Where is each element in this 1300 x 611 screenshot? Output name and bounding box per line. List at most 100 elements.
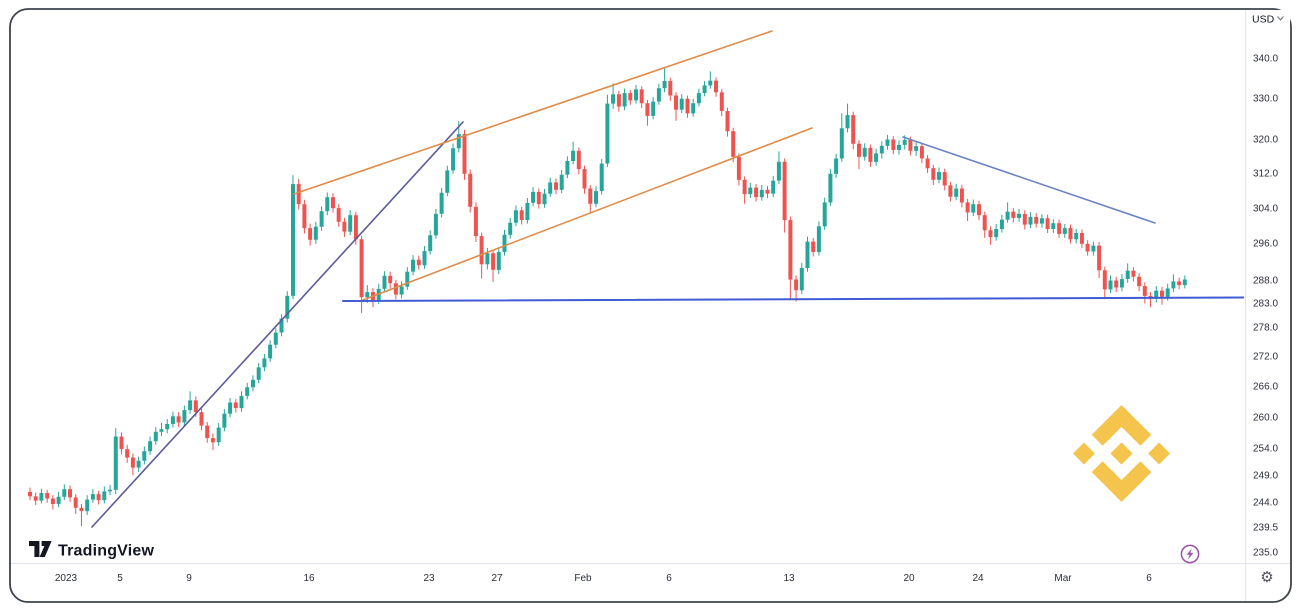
candle-up: [142, 451, 147, 461]
candle-up: [634, 89, 638, 101]
candle-up: [273, 332, 278, 345]
candle-up: [834, 158, 839, 174]
candle-down: [554, 182, 558, 190]
channel-lower-line[interactable]: [362, 127, 813, 301]
horizontal-support-line[interactable]: [342, 296, 1246, 302]
candle-up: [599, 163, 604, 192]
candle-up: [1028, 217, 1033, 225]
candle-up: [571, 150, 576, 161]
candle-down: [1034, 217, 1039, 224]
candle-up: [828, 173, 833, 203]
candle-up: [879, 145, 884, 154]
candle-down: [130, 457, 135, 468]
candle-up: [102, 491, 107, 501]
candle-up: [691, 103, 696, 114]
candle-down: [977, 204, 981, 216]
candle-up: [822, 202, 827, 227]
chevron-down-icon: [1277, 16, 1284, 21]
candle-up: [228, 402, 233, 414]
candle-up: [188, 400, 193, 411]
candle-down: [1131, 270, 1136, 277]
candle-up: [874, 153, 879, 162]
candle-down: [645, 103, 650, 116]
flash-trade-button[interactable]: [1180, 544, 1200, 564]
time-axis-label: 2023: [55, 573, 78, 584]
drawing-tools-layer: [91, 30, 1246, 528]
candle-up: [502, 234, 507, 252]
candle-down: [1177, 281, 1182, 286]
candle-up: [776, 161, 781, 181]
candle-up: [839, 128, 844, 159]
candle-down: [948, 185, 953, 197]
candle-up: [702, 85, 707, 94]
price-axis-label: 283.0: [1253, 299, 1278, 310]
candle-up: [422, 251, 427, 266]
candle-down: [519, 210, 524, 220]
candle-down: [193, 400, 198, 413]
candle-up: [954, 188, 959, 197]
candle-up: [170, 416, 175, 424]
candle-down: [616, 94, 621, 107]
candle-down: [942, 172, 947, 186]
candle-up: [805, 241, 810, 268]
candle-up: [62, 489, 67, 497]
candle-down: [388, 275, 393, 284]
candle-up: [994, 229, 999, 238]
candle-down: [296, 184, 301, 205]
channel-upper-line[interactable]: [293, 30, 773, 195]
candle-up: [565, 161, 570, 175]
candle-down: [868, 147, 873, 162]
time-axis-labels: 2023 5 9 16 23 27 Feb 6 13 20 24 Mar 6: [55, 573, 1152, 584]
candle-down: [851, 115, 856, 144]
candle-down: [714, 80, 718, 93]
time-axis-label: 24: [972, 573, 984, 584]
candle-up: [496, 252, 501, 270]
candle-down: [588, 188, 593, 204]
candle-up: [542, 193, 547, 205]
candle-down: [811, 241, 816, 252]
candle-up: [845, 115, 850, 129]
candle-up: [696, 93, 701, 104]
candle-down: [982, 215, 987, 231]
descending-resistance-line[interactable]: [902, 136, 1156, 224]
candle-up: [113, 436, 118, 490]
candle-up: [679, 98, 684, 110]
candle-up: [136, 460, 141, 468]
candle-down: [359, 239, 364, 298]
chart-pane[interactable]: [11, 10, 1244, 562]
candle-down: [754, 187, 759, 198]
candle-down: [119, 436, 124, 450]
candle-down: [788, 220, 793, 280]
candle-up: [153, 431, 158, 442]
currency-label: USD: [1252, 14, 1275, 26]
candle-up: [605, 103, 610, 164]
candle-up: [291, 184, 295, 296]
candle-up: [268, 344, 273, 359]
candle-up: [222, 413, 227, 428]
candle-down: [336, 208, 341, 222]
candle-up: [456, 134, 461, 149]
candle-up: [159, 429, 164, 432]
price-axis-label: 260.0: [1253, 413, 1278, 424]
tradingview-logo[interactable]: TradingView: [29, 541, 155, 560]
candle-down: [731, 131, 736, 157]
candle-down: [68, 489, 72, 498]
candle-up: [548, 182, 553, 194]
candle-up: [433, 213, 438, 236]
ascending-trendline[interactable]: [91, 121, 464, 528]
candle-down: [639, 89, 644, 104]
candle-up: [245, 387, 250, 396]
currency-dropdown-button[interactable]: USD: [1248, 10, 1290, 28]
candle-down: [28, 491, 32, 497]
price-axis-label: 249.0: [1253, 471, 1278, 482]
price-axis-label: 296.0: [1253, 239, 1278, 250]
time-axis-label: 5: [117, 573, 123, 584]
settings-gear-icon[interactable]: ⚙: [1260, 569, 1273, 586]
candle-down: [1057, 223, 1062, 234]
candle-up: [708, 80, 713, 86]
candle-down: [342, 221, 347, 232]
candle-up: [1165, 288, 1170, 297]
candle-down: [50, 498, 55, 504]
candle-up: [165, 424, 170, 430]
candle-up: [1039, 218, 1044, 224]
